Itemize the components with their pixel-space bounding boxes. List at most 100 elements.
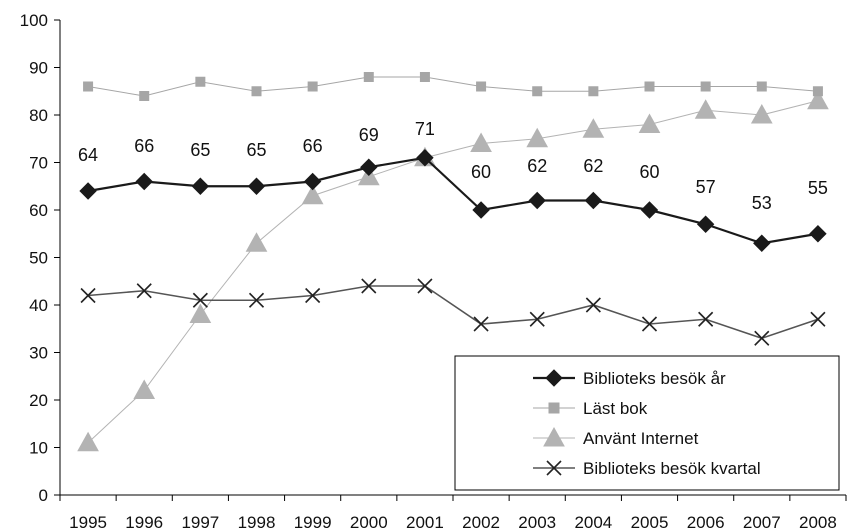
legend-label: Biblioteks besök kvartal — [583, 459, 761, 478]
data-point — [756, 81, 767, 92]
data-point — [80, 287, 96, 304]
data-point — [700, 81, 711, 92]
data-point — [192, 292, 208, 308]
y-tick-label: 50 — [29, 249, 48, 268]
data-point — [251, 86, 262, 97]
data-point — [139, 91, 150, 101]
legend-label: Läst bok — [583, 399, 648, 418]
x-tick-label: 1999 — [294, 513, 332, 532]
data-point — [135, 172, 153, 191]
data-point — [77, 431, 99, 452]
x-tick-label: 1995 — [69, 513, 107, 532]
data-point — [416, 149, 434, 167]
chart-axes: 0 10 20 30 40 50 60 70 80 90 100 1995 1996 1997 1998 19… — [20, 11, 847, 532]
data-point — [696, 215, 715, 233]
data-point — [417, 278, 433, 294]
data-label: 64 — [78, 145, 98, 165]
legend-item: Läst bok — [533, 399, 648, 418]
data-label: 65 — [246, 140, 266, 160]
data-point — [136, 283, 152, 299]
data-point — [526, 127, 549, 148]
x-tick-label: 2008 — [799, 513, 837, 532]
series-anv-nt-internet — [77, 89, 829, 452]
data-point — [807, 89, 829, 110]
data-point — [307, 81, 318, 92]
y-tick-label: 90 — [29, 59, 48, 78]
data-point — [810, 311, 826, 327]
data-point — [472, 201, 490, 219]
y-tick-label: 30 — [29, 344, 48, 363]
data-point — [588, 86, 599, 97]
y-tick-label: 10 — [29, 439, 48, 458]
data-point — [750, 103, 773, 124]
data-point — [529, 311, 545, 327]
y-tick-label: 80 — [29, 106, 48, 125]
data-point — [419, 72, 430, 82]
data-point — [473, 316, 489, 332]
data-point — [470, 132, 492, 152]
x-tick-label: 2001 — [406, 513, 444, 532]
y-tick-label: 0 — [39, 486, 48, 505]
legend-item: Använt Internet — [533, 426, 699, 448]
series-biblioteks-bes-k-kvartal — [80, 278, 826, 346]
data-label: 66 — [303, 136, 323, 156]
data-label: 53 — [752, 193, 772, 213]
x-tick-label: 1997 — [181, 513, 219, 532]
x-tick-label: 2004 — [574, 513, 612, 532]
data-point — [363, 72, 374, 82]
data-point — [644, 81, 655, 92]
x-tick-label: 2006 — [687, 513, 725, 532]
data-point — [694, 99, 717, 119]
data-point — [812, 86, 823, 97]
y-tick-label: 70 — [29, 154, 48, 173]
data-label: 65 — [190, 140, 210, 160]
y-tick-label: 40 — [29, 296, 48, 315]
legend-item: Biblioteks besök kvartal — [533, 459, 761, 478]
data-label: 62 — [583, 156, 603, 176]
x-tick-label: 2000 — [350, 513, 388, 532]
legend-label: Använt Internet — [583, 429, 699, 448]
data-point — [245, 232, 268, 252]
series-line — [87, 76, 818, 97]
y-tick-label: 20 — [29, 391, 48, 410]
data-point — [79, 182, 97, 200]
data-point — [584, 191, 603, 210]
data-point — [528, 191, 546, 210]
series-line — [87, 156, 819, 245]
data-label: 60 — [639, 162, 659, 182]
data-point — [195, 76, 206, 87]
data-point — [754, 330, 770, 346]
data-point — [582, 118, 605, 138]
x-tick-label: 2002 — [462, 513, 500, 532]
data-point — [247, 177, 266, 195]
x-tick-label: 2007 — [743, 513, 781, 532]
data-point — [83, 81, 94, 92]
legend-marker — [546, 460, 562, 476]
data-point — [641, 316, 658, 332]
data-point — [585, 297, 601, 313]
series-biblioteks-bes-k-r — [79, 149, 827, 252]
data-point — [532, 86, 543, 97]
legend: Biblioteks besök år Läst bok Använt Intern… — [454, 355, 840, 491]
data-point — [248, 292, 265, 308]
legend-item: Biblioteks besök år — [533, 369, 726, 388]
data-label: 55 — [808, 178, 828, 198]
data-point — [698, 311, 714, 327]
x-tick-label: 1998 — [238, 513, 276, 532]
x-tick-label: 2005 — [631, 513, 669, 532]
data-point — [305, 287, 321, 304]
series-layer — [77, 72, 829, 452]
data-label: 66 — [134, 136, 154, 156]
data-point — [133, 379, 156, 399]
legend-marker — [543, 426, 565, 447]
data-labels-layer: 64 66 65 65 66 69 71 60 62 62 60 57 53 55 — [78, 119, 828, 213]
series-line — [88, 285, 819, 340]
data-point — [301, 184, 324, 205]
x-tick-label: 2003 — [518, 513, 556, 532]
legend-label: Biblioteks besök år — [583, 369, 726, 388]
data-label: 71 — [415, 119, 435, 139]
data-point — [303, 172, 322, 191]
data-label: 69 — [359, 125, 379, 145]
series-line — [87, 100, 819, 444]
